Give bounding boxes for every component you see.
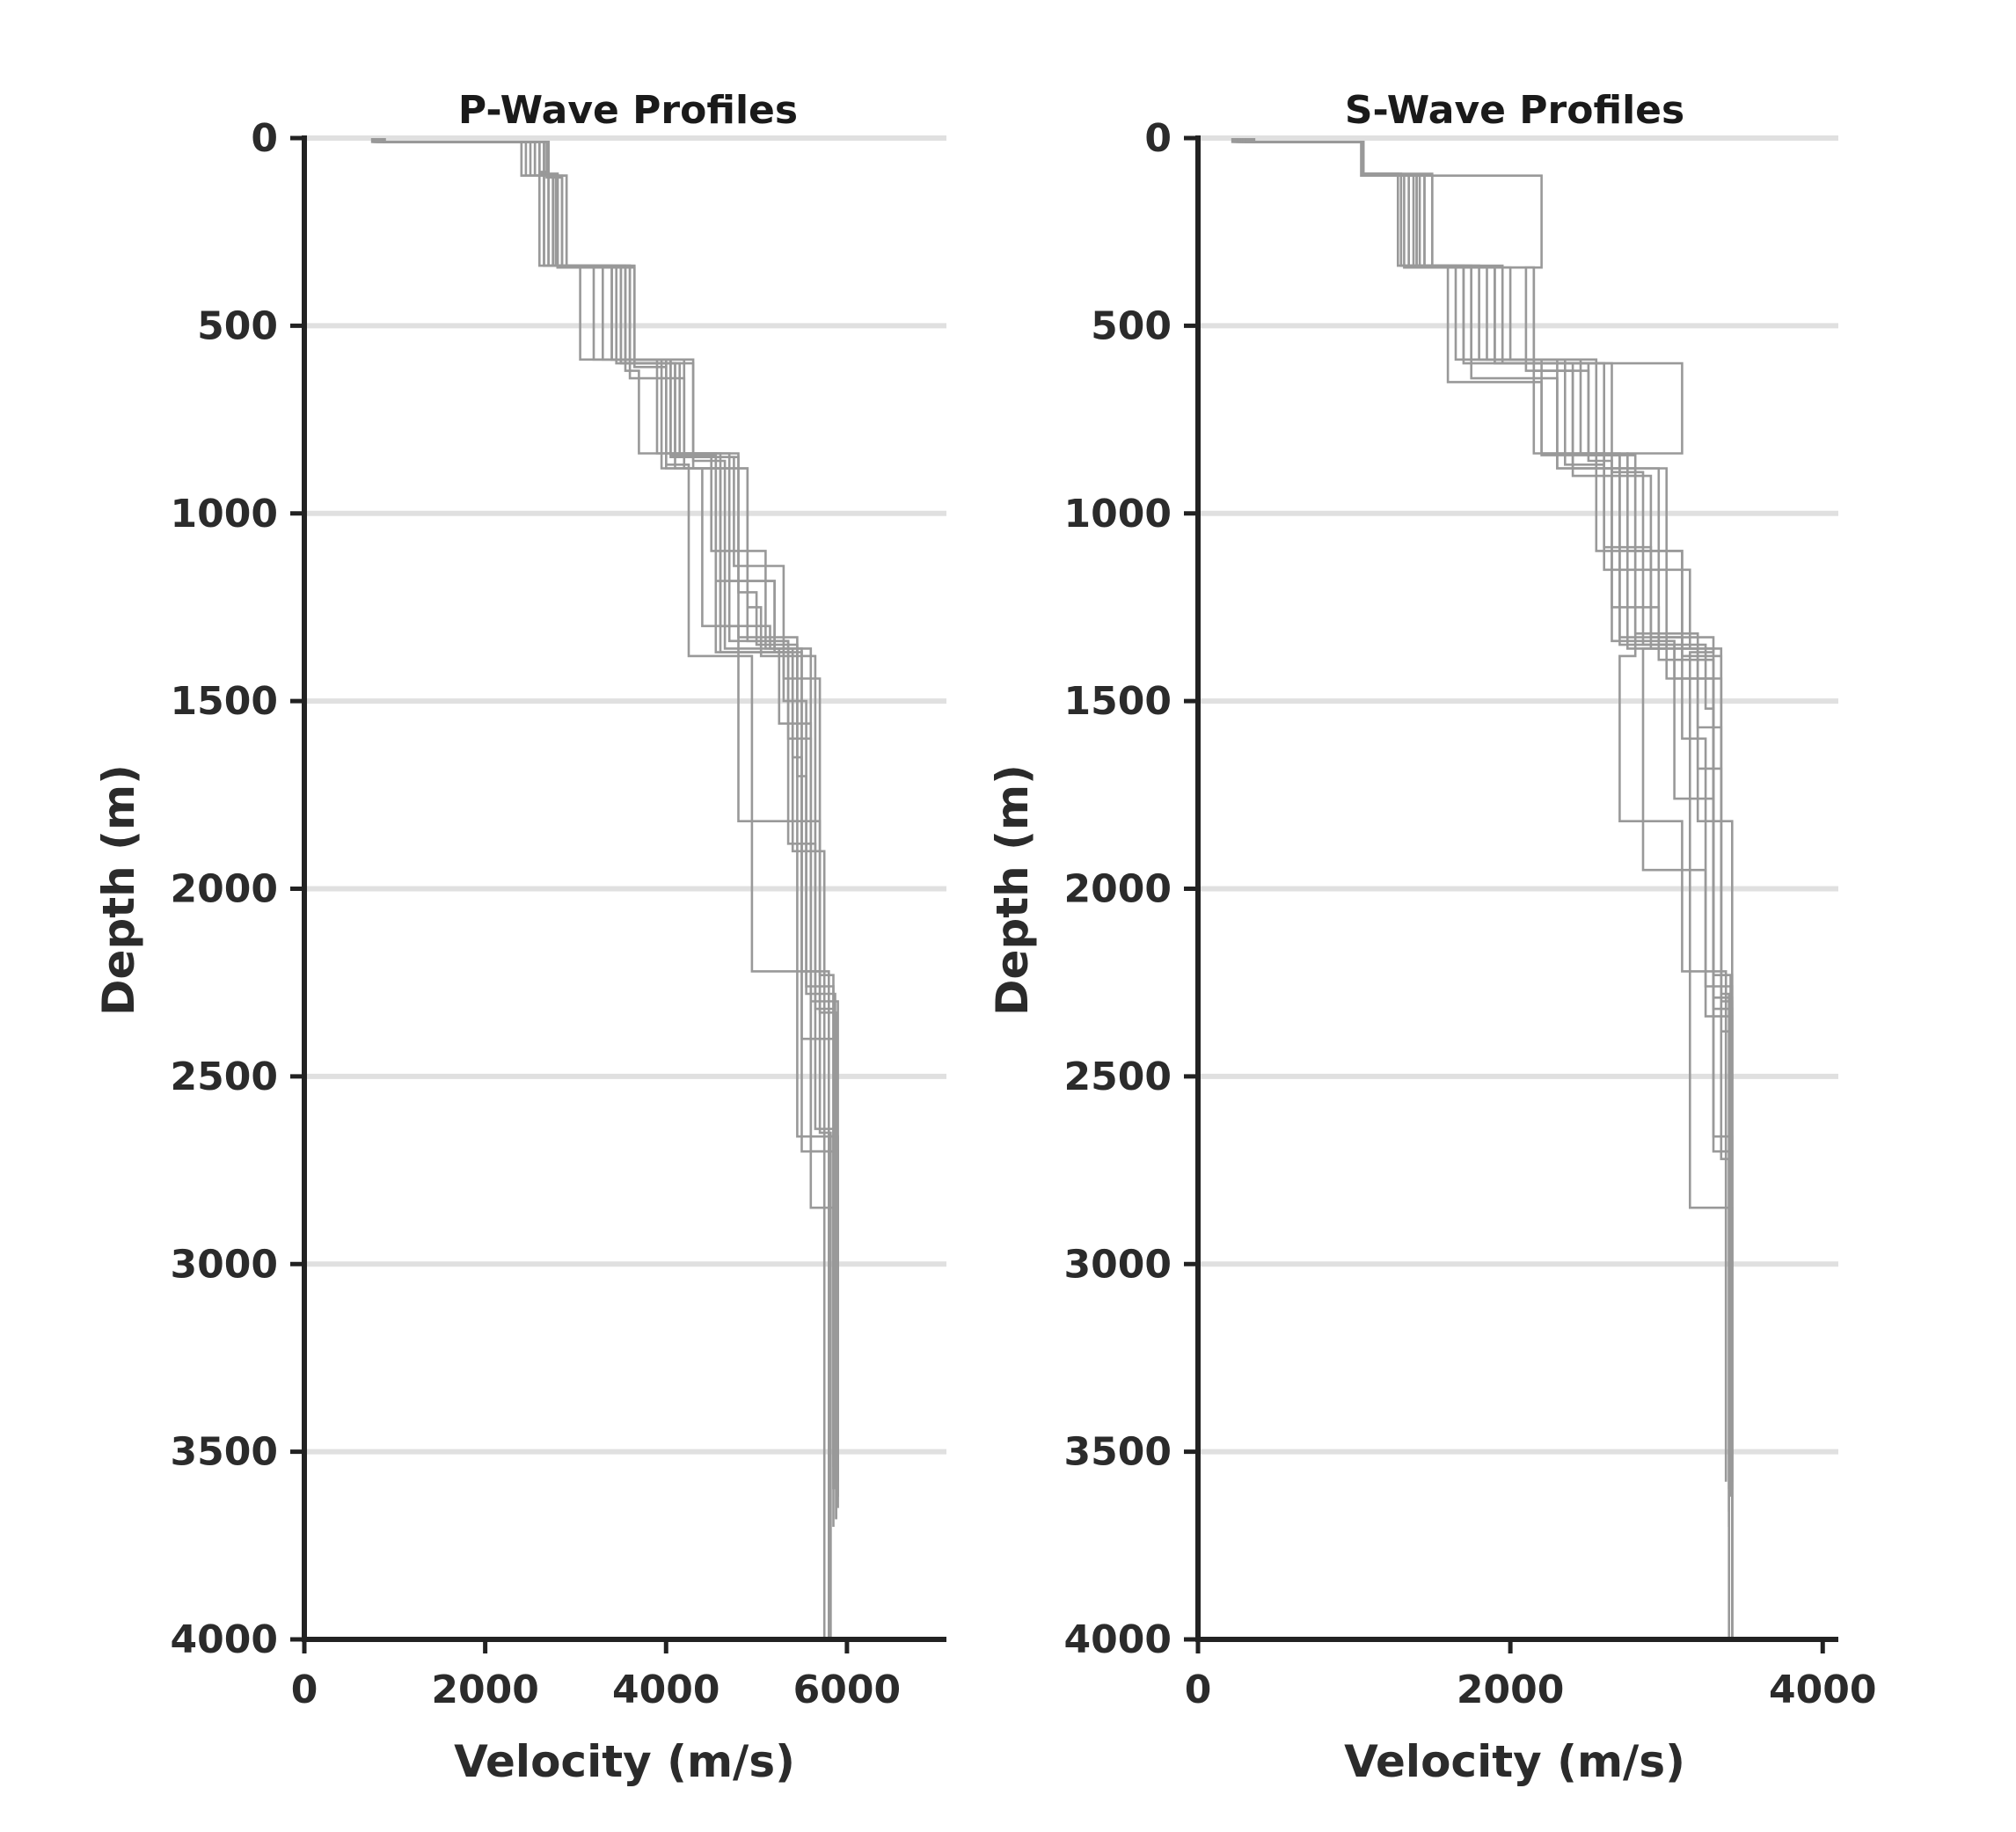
s-wave-y-tick-label: 3000 (1064, 1242, 1172, 1287)
p-wave-profile-line (376, 138, 837, 1520)
s-wave-y-tick-label: 2500 (1064, 1055, 1172, 1099)
p-wave-y-tick-label: 3500 (171, 1430, 278, 1475)
p-wave-y-tick-label: 500 (197, 303, 278, 348)
p-wave-y-tick-label: 3000 (171, 1242, 278, 1287)
p-wave-ticks: 0 500 1000 1500 2000 2500 3000 3500 4000 0 2000 400… (171, 116, 902, 1712)
p-wave-y-tick-label: 2000 (171, 867, 278, 912)
s-wave-x-axis-label: Velocity (m/s) (1344, 1736, 1685, 1787)
p-wave-profile-line (380, 138, 839, 1508)
p-wave-y-axis-label: Depth (m) (93, 764, 144, 1016)
s-wave-x-tick-label: 4000 (1769, 1668, 1876, 1712)
p-wave-profile-line (379, 138, 835, 1490)
p-wave-profile-line (382, 138, 836, 1482)
s-wave-y-tick-label: 500 (1091, 303, 1172, 348)
p-wave-y-tick-label: 0 (251, 116, 278, 161)
s-wave-x-tick-label: 2000 (1457, 1668, 1564, 1712)
p-wave-profile-line (383, 138, 837, 1520)
s-wave-y-axis-label: Depth (m) (987, 764, 1038, 1016)
p-wave-x-tick-label: 4000 (612, 1668, 719, 1712)
s-wave-y-tick-label: 4000 (1064, 1617, 1172, 1662)
s-wave-panel: S-Wave Profiles 0 500 1000 1500 2000 2500 3000… (987, 88, 1876, 1787)
s-wave-profile-line (1253, 138, 1734, 1639)
p-wave-y-tick-label: 1500 (171, 679, 278, 724)
p-wave-y-tick-label: 2500 (171, 1055, 278, 1099)
p-wave-y-tick-label: 1000 (171, 492, 278, 536)
s-wave-profile-lines (1231, 138, 1734, 1639)
p-wave-gridlines (304, 135, 946, 1455)
p-wave-x-axis-label: Velocity (m/s) (454, 1736, 795, 1787)
s-wave-title: S-Wave Profiles (1345, 88, 1684, 133)
s-wave-y-tick-label: 3500 (1064, 1430, 1172, 1475)
p-wave-x-tick-label: 6000 (793, 1668, 901, 1712)
p-wave-profile-line (383, 138, 836, 1490)
p-wave-panel: P-Wave Profiles 0 500 1000 1500 2000 2500 3000… (93, 88, 946, 1787)
s-wave-y-tick-label: 0 (1144, 116, 1172, 161)
s-wave-x-tick-label: 0 (1185, 1668, 1212, 1712)
p-wave-y-tick-label: 4000 (171, 1617, 278, 1662)
p-wave-profile-lines (370, 138, 839, 1639)
p-wave-x-tick-label: 0 (291, 1668, 318, 1712)
s-wave-ticks: 0 500 1000 1500 2000 2500 3000 3500 4000 0 2000 400… (1064, 116, 1877, 1712)
s-wave-y-tick-label: 1500 (1064, 679, 1172, 724)
s-wave-y-tick-label: 2000 (1064, 867, 1172, 912)
p-wave-x-tick-label: 2000 (431, 1668, 538, 1712)
s-wave-y-tick-label: 1000 (1064, 492, 1172, 536)
p-wave-title: P-Wave Profiles (458, 88, 798, 133)
